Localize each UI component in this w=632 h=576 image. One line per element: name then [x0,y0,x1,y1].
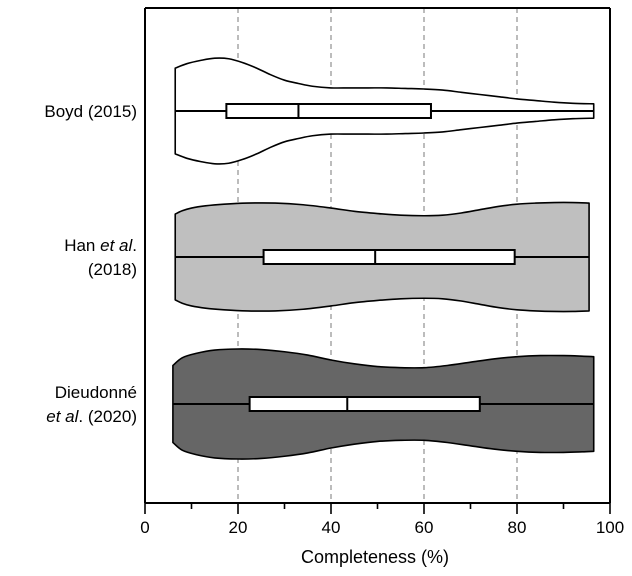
box-2 [248,396,481,412]
category-label-2-0: Dieudonné [55,383,137,402]
tick-label-80: 80 [508,518,527,537]
category-label-2-1: et al. (2020) [46,407,137,426]
tick-label-40: 40 [322,518,341,537]
tick-label-20: 20 [229,518,248,537]
box-0 [225,103,432,119]
category-labels: Boyd (2015) Han et al. (2018) Dieudonné et a… [44,102,137,426]
category-label-0-0: Boyd (2015) [44,102,137,121]
violin-group-0 [174,57,595,165]
violins [172,57,595,460]
violin-group-1 [174,201,590,313]
axes: 0 20 40 60 80 100 [140,7,624,537]
tick-label-100: 100 [596,518,624,537]
tick-label-60: 60 [415,518,434,537]
tick-label-0: 0 [140,518,149,537]
violin-group-2 [172,348,595,460]
x-axis-title: Completeness (%) [301,547,449,567]
category-label-1-1: (2018) [88,260,137,279]
box-1 [262,249,516,265]
category-label-1-0: Han et al. [64,236,137,255]
